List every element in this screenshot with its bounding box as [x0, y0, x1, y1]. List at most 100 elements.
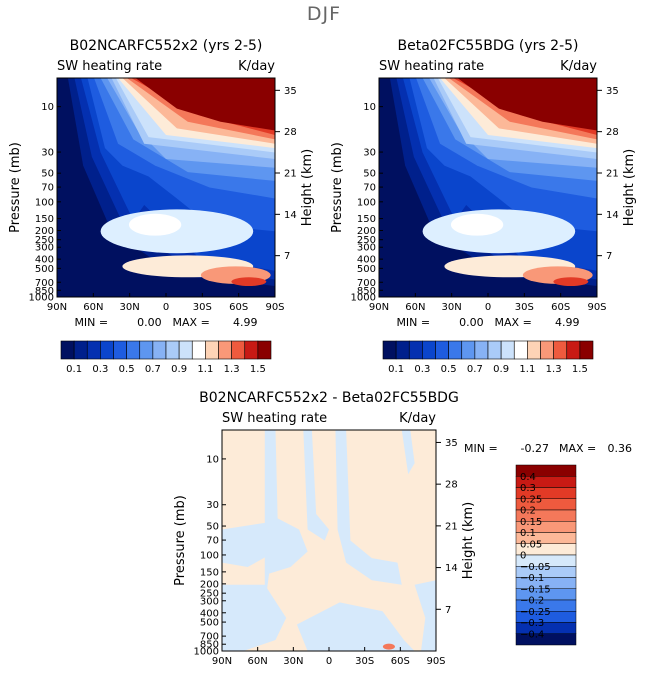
x-tick-label: 0	[485, 302, 491, 313]
y-tick-label: 30	[206, 500, 219, 511]
colorbar-tick-label: 1.5	[250, 364, 266, 375]
colorbar: 0.1 0.3 0.5 0.7 0.9 1.1 1.3 1.5	[382, 340, 594, 375]
trop-light-region	[100, 209, 254, 254]
x-tick-label: 60S	[391, 656, 410, 667]
colorbar-swatch	[139, 340, 154, 360]
x-tick-label: 90S	[265, 302, 284, 313]
x-tick-label: 0	[163, 302, 169, 313]
positive-spot	[382, 643, 395, 650]
y2-tick-label: 21	[284, 168, 297, 179]
colorbar-swatch	[540, 340, 554, 360]
colorbar-tick-label: −0.4	[520, 629, 544, 640]
y-tick-label: 10	[41, 102, 54, 113]
max-label: MAX =	[173, 316, 210, 329]
max-value: 4.99	[555, 316, 580, 329]
y-tick-label: 1000	[351, 293, 376, 304]
right-label: K/day	[238, 59, 275, 74]
y-tick-label: 250	[357, 235, 376, 246]
colorbar-swatch	[165, 340, 180, 360]
x-tick-label: 60S	[551, 302, 570, 313]
y-tick-label: 70	[206, 536, 219, 547]
colorbar-swatch	[231, 340, 246, 360]
y-axis-label: Pressure (mb)	[330, 142, 345, 233]
left-label: SW heating rate	[379, 59, 484, 74]
x-tick-label: 0	[326, 656, 332, 667]
colorbar-tick-label: 0.1	[388, 364, 404, 375]
max-value: 4.99	[233, 316, 258, 329]
colorbar-swatch	[395, 340, 410, 360]
colorbar-tick-label: 0.7	[145, 364, 161, 375]
colorbar-swatch	[566, 340, 581, 360]
panels: B02NCARFC552x2 (yrs 2-5) SW heating rate K…	[8, 38, 637, 667]
colorbar-tick-label: −0.15	[520, 584, 551, 595]
y-tick-label: 10	[206, 454, 219, 465]
colorbar-swatch	[474, 340, 489, 360]
right-label: K/day	[560, 59, 597, 74]
y2-tick-label: 35	[284, 86, 297, 97]
y2-tick-label: 7	[606, 251, 612, 262]
min-value: 0.00	[459, 316, 484, 329]
colorbar-tick-label: 0.7	[467, 364, 483, 375]
y2-tick-label: 28	[445, 480, 458, 491]
x-tick-label: 30S	[355, 656, 374, 667]
figure-suptitle: DJF	[307, 3, 341, 25]
trop-white-patch	[128, 213, 182, 236]
min-label: MIN =	[74, 316, 108, 329]
negative-region-2	[335, 430, 402, 585]
y-tick-label: 50	[206, 522, 219, 533]
y-tick-label: 100	[200, 550, 219, 561]
colorbar-swatch	[500, 340, 515, 360]
colorbar-tick-label: 0.1	[66, 364, 82, 375]
y-tick-label: 150	[200, 567, 219, 578]
colorbar-tick-label: 0	[520, 551, 526, 562]
trop-white-patch	[450, 213, 504, 236]
y-tick-label: 250	[200, 589, 219, 600]
heatmap-field	[57, 78, 275, 297]
x-tick-label: 60N	[83, 302, 103, 313]
colorbar-tick-label: 1.3	[224, 364, 240, 375]
y-tick-label: 70	[41, 183, 54, 194]
colorbar-swatch	[60, 340, 75, 360]
negative-region-3	[401, 430, 415, 475]
colorbar-swatch	[513, 340, 528, 360]
panel-right: Beta02FC55BDG (yrs 2-5) SW heating rate K/…	[330, 38, 637, 375]
y2-tick-label: 14	[445, 563, 458, 574]
max-label: MAX =	[559, 442, 596, 455]
colorbar-swatch	[86, 340, 101, 360]
left-label: SW heating rate	[222, 411, 327, 426]
colorbar: 0.40.30.250.20.150.10.050−0.05−0.1−0.15−…	[515, 464, 577, 646]
colorbar-swatch	[408, 340, 423, 360]
y-tick-label: 30	[363, 148, 376, 159]
y-tick-label: 30	[41, 148, 54, 159]
y-tick-label: 50	[41, 169, 54, 180]
colorbar-swatch	[527, 340, 541, 360]
y2-tick-label: 35	[445, 438, 458, 449]
max-value: 0.36	[608, 442, 633, 455]
warm-band-4	[135, 78, 275, 131]
colorbar-tick-label: 0.5	[119, 364, 135, 375]
min-value: 0.00	[137, 316, 162, 329]
x-tick-label: 90S	[426, 656, 445, 667]
y-tick-label: 100	[35, 197, 54, 208]
x-tick-label: 30N	[283, 656, 303, 667]
colorbar-tick-label: 1.3	[546, 364, 562, 375]
colorbar-swatch	[553, 340, 568, 360]
colorbar-tick-label: 0.15	[520, 517, 542, 528]
colorbar-swatch	[579, 340, 594, 360]
y2-tick-label: 7	[445, 605, 451, 616]
y-tick-label: 700	[35, 278, 54, 289]
colorbar-swatch	[515, 633, 577, 646]
y2-tick-label: 28	[284, 127, 297, 138]
colorbar-tick-label: 0.1	[520, 528, 536, 539]
colorbar-tick-label: 0.9	[493, 364, 509, 375]
colorbar-tick-label: 1.1	[519, 364, 535, 375]
min-label: MIN =	[396, 316, 430, 329]
x-tick-label: 30N	[442, 302, 462, 313]
colorbar-tick-label: −0.3	[520, 618, 544, 629]
min-label: MIN =	[464, 442, 498, 455]
y-tick-label: 250	[35, 235, 54, 246]
y-tick-label: 150	[357, 214, 376, 225]
y2-tick-label: 21	[606, 168, 619, 179]
warm-band-4	[457, 78, 597, 131]
x-tick-label: 90S	[587, 302, 606, 313]
